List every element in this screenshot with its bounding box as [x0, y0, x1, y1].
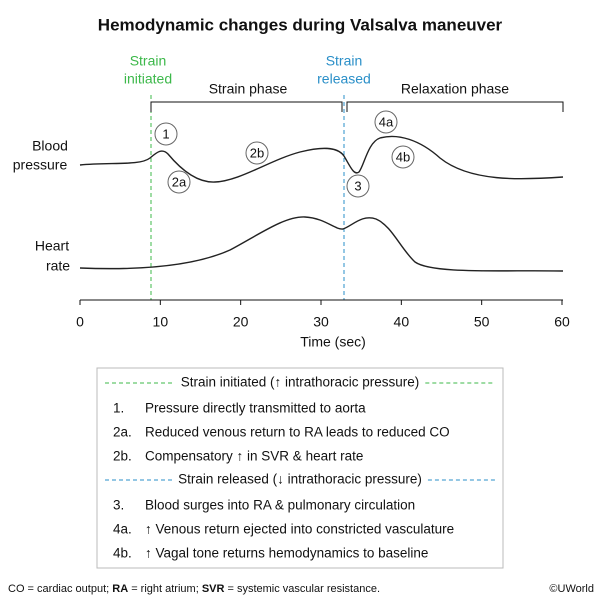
blood-pressure-curve [79, 135, 564, 183]
row-label: rate [46, 258, 70, 274]
title: Hemodynamic changes during Valsalva mane… [98, 15, 503, 34]
x-axis-title: Time (sec) [300, 334, 366, 350]
row-label: Heart [35, 238, 69, 254]
heart-rate-curve [79, 216, 564, 272]
phase-label: Relaxation phase [401, 81, 509, 97]
footnote-part: CO = cardiac output; [8, 583, 112, 595]
strain-initiated-label: Strain [130, 53, 167, 69]
legend-item-number: 2b. [113, 449, 132, 464]
footnote-part: RA [112, 583, 128, 595]
row-label: Blood [32, 138, 68, 154]
callout-label: 3 [354, 178, 361, 193]
x-tick-label: 40 [394, 314, 410, 330]
legend-item-text: Blood surges into RA & pulmonary circula… [145, 498, 415, 513]
callout-label: 2a [172, 174, 187, 189]
callout-circle [154, 122, 178, 146]
legend-item-text: ↑ Venous return ejected into constricted… [145, 522, 454, 537]
callout-circle [245, 141, 269, 165]
callout-circle [374, 110, 398, 134]
footnote: CO = cardiac output; RA = right atrium; … [8, 583, 380, 595]
x-tick-label: 60 [554, 314, 570, 330]
strain-phase-bracket [150, 101, 343, 112]
footnote-part: = systemic vascular resistance. [224, 583, 380, 595]
legend-item-number: 2a. [113, 425, 132, 440]
legend-item-number: 1. [113, 401, 124, 416]
phase-label: Strain phase [209, 81, 288, 97]
legend-item-text: ↑ Vagal tone returns hemodynamics to bas… [145, 546, 428, 561]
x-tick-label: 20 [233, 314, 249, 330]
row-label: pressure [13, 157, 68, 173]
x-tick-label: 50 [474, 314, 490, 330]
legend-item-text: Reduced venous return to RA leads to red… [145, 425, 450, 440]
legend-header: Strain released (↓ intrathoracic pressur… [178, 472, 422, 487]
strain-released-label: released [317, 71, 371, 87]
legend-item-number: 4b. [113, 546, 132, 561]
x-tick-label: 0 [76, 314, 84, 330]
legend-item-number: 3. [113, 498, 124, 513]
x-tick-label: 30 [313, 314, 329, 330]
strain-initiated-label: initiated [124, 71, 172, 87]
legend-item-text: Pressure directly transmitted to aorta [145, 401, 366, 416]
copyright: ©UWorld [549, 583, 594, 595]
callout-label: 1 [162, 126, 169, 141]
callout-circle [391, 145, 415, 169]
callout-label: 2b [250, 145, 264, 160]
footnote-part: SVR [202, 583, 225, 595]
legend-item-text: Compensatory ↑ in SVR & heart rate [145, 449, 363, 464]
strain-released-label: Strain [326, 53, 363, 69]
callout-circle [346, 174, 370, 198]
legend-item-number: 4a. [113, 522, 132, 537]
legend-header: Strain initiated (↑ intrathoracic pressu… [181, 375, 420, 390]
legend-box [96, 367, 504, 569]
relaxation-phase-bracket [346, 101, 564, 112]
x-tick-label: 10 [153, 314, 169, 330]
callout-label: 4a [379, 114, 394, 129]
callout-label: 4b [396, 149, 410, 164]
callout-circle [167, 170, 191, 194]
footnote-part: = right atrium; [128, 583, 202, 595]
